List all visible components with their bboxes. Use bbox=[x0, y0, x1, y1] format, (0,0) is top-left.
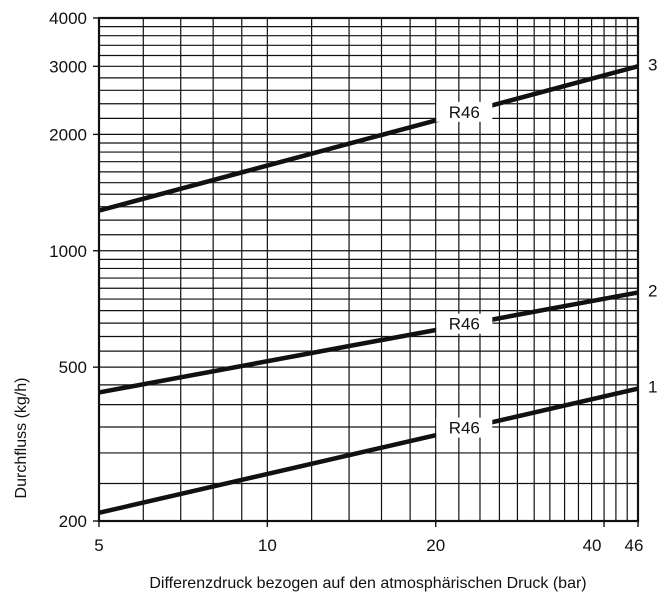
series-inline-label: R46 bbox=[449, 315, 480, 334]
series-line-2 bbox=[98, 290, 639, 395]
x-tick-label: 46 bbox=[625, 536, 644, 555]
x-tick-label: 40 bbox=[583, 536, 602, 555]
series-label-bg bbox=[436, 417, 493, 438]
grid bbox=[99, 18, 638, 521]
y-tick-label: 500 bbox=[59, 358, 87, 377]
series-inline-label: R46 bbox=[449, 419, 480, 438]
plot-frame bbox=[97, 16, 640, 523]
y-tick-label: 3000 bbox=[49, 57, 87, 76]
series-number-label: 1 bbox=[648, 378, 657, 397]
y-tick-labels: 200 500 1000 2000 3000 4000 bbox=[49, 9, 99, 531]
series-line-3 bbox=[98, 64, 639, 213]
series-label-bg bbox=[436, 313, 493, 334]
series-line-1 bbox=[98, 386, 639, 516]
x-tick-labels: 5 10 20 40 46 bbox=[94, 521, 643, 555]
series-number-label: 3 bbox=[648, 55, 657, 74]
x-tick-label: 20 bbox=[426, 536, 445, 555]
x-tick-label: 5 bbox=[94, 536, 103, 555]
y-tick-label: 1000 bbox=[49, 242, 87, 261]
series-number-label: 2 bbox=[648, 281, 657, 300]
series-label-bg bbox=[436, 101, 493, 122]
x-tick-label: 10 bbox=[258, 536, 277, 555]
y-tick-label: 2000 bbox=[49, 125, 87, 144]
x-axis-label: Differenzdruck bezogen auf den atmosphär… bbox=[149, 575, 586, 592]
y-axis-label: Durchfluss (kg/h) bbox=[13, 378, 30, 499]
plot-border bbox=[97, 16, 640, 523]
y-tick-label: 200 bbox=[59, 512, 87, 531]
series-inline-label: R46 bbox=[449, 103, 480, 122]
series-lines bbox=[98, 64, 639, 516]
series-labels: R46 1 R46 2 R46 3 bbox=[436, 55, 657, 438]
y-tick-label: 4000 bbox=[49, 9, 87, 28]
